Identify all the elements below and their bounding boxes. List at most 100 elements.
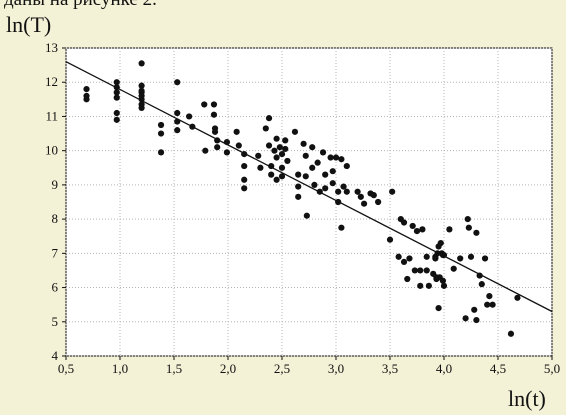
data-point xyxy=(157,121,165,129)
data-point xyxy=(457,255,464,262)
data-point xyxy=(406,255,413,262)
data-point xyxy=(473,229,480,236)
y-tick-label: 6 xyxy=(52,280,59,295)
data-point xyxy=(113,94,120,101)
data-point xyxy=(113,116,120,123)
data-point xyxy=(303,212,310,219)
data-point xyxy=(338,224,345,231)
x-tick-label: 2,0 xyxy=(220,361,236,376)
data-point xyxy=(395,253,402,260)
data-point xyxy=(439,277,447,284)
data-point xyxy=(507,330,515,337)
data-point xyxy=(265,142,273,149)
top-caption: даны на рисунке 2. xyxy=(4,0,157,11)
x-tick-label: 3,5 xyxy=(382,361,398,376)
data-point xyxy=(404,275,411,283)
data-point xyxy=(462,315,469,322)
data-point xyxy=(83,85,90,93)
data-point xyxy=(273,135,280,142)
data-point xyxy=(278,164,286,171)
data-point xyxy=(360,200,368,207)
data-point xyxy=(157,149,165,156)
data-point xyxy=(329,180,336,187)
data-point xyxy=(425,282,432,289)
data-point xyxy=(467,253,475,260)
data-point xyxy=(113,79,120,86)
data-point xyxy=(201,101,208,108)
data-point xyxy=(437,239,444,247)
data-point xyxy=(291,128,299,135)
data-point xyxy=(302,152,309,159)
data-point xyxy=(262,125,269,132)
data-point xyxy=(210,111,218,118)
data-point xyxy=(157,130,165,137)
data-point xyxy=(233,128,240,135)
data-point xyxy=(295,171,302,178)
data-point xyxy=(235,142,242,149)
data-point xyxy=(174,79,181,86)
data-point xyxy=(273,154,280,161)
data-point xyxy=(357,193,364,200)
data-point xyxy=(174,127,181,134)
data-point xyxy=(282,145,289,153)
data-point xyxy=(282,137,289,144)
data-point xyxy=(514,294,521,301)
data-point xyxy=(265,115,273,122)
data-point xyxy=(465,224,472,231)
data-point xyxy=(329,168,336,175)
data-point xyxy=(354,188,361,195)
data-point xyxy=(464,216,471,223)
y-tick-label: 10 xyxy=(45,143,58,158)
x-tick-label: 3,0 xyxy=(328,361,344,376)
data-point xyxy=(186,113,193,120)
data-point xyxy=(435,304,442,312)
data-points xyxy=(83,60,521,337)
data-point xyxy=(295,183,302,190)
trend-line-group xyxy=(65,61,553,313)
data-point xyxy=(440,282,448,289)
x-tick-label: 1,5 xyxy=(166,361,182,376)
data-point xyxy=(409,222,416,230)
data-point xyxy=(450,265,457,272)
data-point xyxy=(276,144,283,151)
data-point xyxy=(489,301,496,308)
data-point xyxy=(419,226,426,233)
x-tick-label: 4,0 xyxy=(436,361,452,376)
data-point xyxy=(335,188,342,195)
y-tick-label: 12 xyxy=(45,74,58,89)
data-point xyxy=(257,164,264,171)
plot-area xyxy=(65,47,553,357)
data-point xyxy=(223,149,231,156)
data-point xyxy=(314,159,321,166)
data-point xyxy=(375,198,382,206)
data-point xyxy=(478,281,485,288)
data-point xyxy=(174,109,181,117)
data-point xyxy=(343,188,350,195)
y-tick-label: 4 xyxy=(52,348,59,363)
y-axis-label: ln(T) xyxy=(6,12,52,37)
y-tick-label: 5 xyxy=(52,314,59,329)
data-point xyxy=(241,176,248,183)
data-point xyxy=(332,154,340,161)
x-tick-label: 2,5 xyxy=(274,361,290,376)
data-point xyxy=(423,253,430,260)
data-point xyxy=(83,96,90,103)
axis-ticks: 0,5 1,0 1,5 2,0 2,5 3,0 3,5 4,0 4,5 5,0 4 5 6 7 8 9 10 11… xyxy=(45,40,560,376)
data-point xyxy=(268,171,275,178)
data-point xyxy=(311,181,318,188)
data-point xyxy=(211,128,219,135)
data-point xyxy=(322,185,329,192)
data-point xyxy=(138,82,145,89)
data-point xyxy=(113,89,120,96)
y-tick-label: 11 xyxy=(45,108,58,123)
y-tick-label: 13 xyxy=(45,40,58,55)
data-point xyxy=(309,144,316,151)
y-tick-label: 9 xyxy=(52,177,59,192)
data-point xyxy=(273,176,280,183)
data-point xyxy=(138,104,145,111)
data-point xyxy=(255,152,262,159)
data-point xyxy=(271,147,278,154)
data-point xyxy=(319,149,327,156)
data-point xyxy=(400,219,408,226)
